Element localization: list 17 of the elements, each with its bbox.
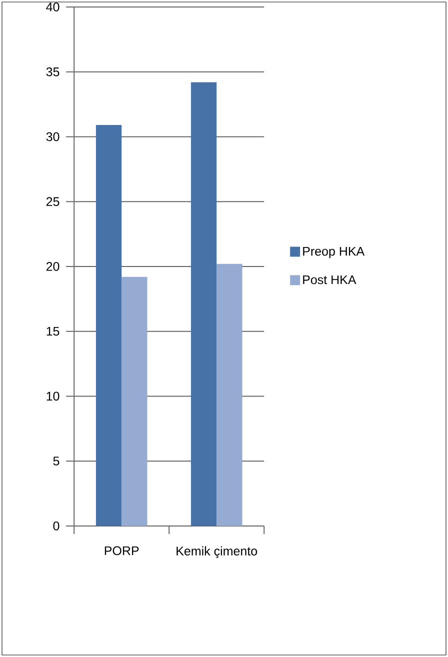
y-tick-label: 40 bbox=[46, 2, 60, 12]
y-tick-label: 10 bbox=[46, 392, 60, 401]
bar bbox=[216, 264, 242, 526]
y-tick-label: 15 bbox=[46, 326, 60, 336]
legend-label: Preop HKA bbox=[303, 246, 365, 258]
y-tick-label: 35 bbox=[46, 67, 60, 76]
y-tick-label: 30 bbox=[46, 132, 60, 142]
x-tick-label: PORP bbox=[104, 546, 139, 556]
y-tick-label: 20 bbox=[46, 262, 60, 271]
bar bbox=[122, 276, 148, 526]
legend-label: Post HKA bbox=[303, 275, 356, 284]
y-tick-label: 5 bbox=[53, 456, 60, 466]
bar bbox=[190, 82, 217, 526]
y-tick-label: 0 bbox=[53, 522, 60, 530]
bar bbox=[96, 125, 122, 526]
y-tick-label: 25 bbox=[46, 197, 60, 206]
x-tick-label: Kemik çimento bbox=[176, 546, 258, 558]
